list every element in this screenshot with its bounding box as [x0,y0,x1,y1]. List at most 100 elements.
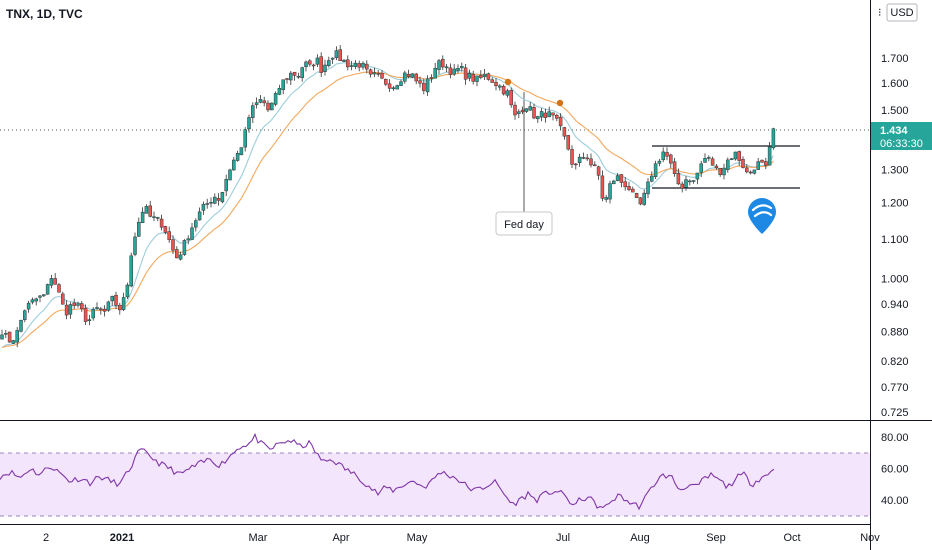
candle [357,60,361,72]
candle [277,84,282,96]
candle [346,55,350,71]
candle [741,156,745,169]
candle [574,163,578,170]
candle [486,72,491,81]
price-tick-label: 0.770 [881,382,909,394]
event-dot[interactable] [556,99,564,107]
candle [30,297,35,305]
candle [532,103,536,120]
candle [194,218,198,232]
price-tick-label: 0.940 [881,299,909,311]
candle [699,160,703,178]
candle [403,70,407,84]
time-tick-label: 2 [43,532,49,544]
rsi-tick-label: 60.00 [881,464,909,476]
candle [110,295,114,306]
price-axis[interactable]: 1.700 1.600 1.500 1.300 1.200 1.100 1.000 0.940… [881,53,909,419]
candle [703,153,707,163]
candle [596,165,601,180]
settings-indicator: ⁝ [878,7,882,19]
candle [376,70,380,77]
candle [45,283,50,295]
candle [608,180,612,204]
price-tick-label: 1.500 [881,105,909,117]
price-tick-label: 1.000 [881,273,909,285]
candles [0,45,776,348]
candle [517,109,521,119]
candle [251,102,255,123]
candle [448,63,453,79]
candle [627,181,631,192]
candle [254,97,259,109]
candle [745,164,749,174]
candle [467,69,472,82]
candle [543,108,548,123]
candle [106,300,111,312]
candle [509,87,513,108]
candle [349,61,354,71]
candle [672,157,677,177]
currency-label: USD [890,7,913,19]
candle [737,150,741,166]
rsi-axis: 80.00 60.00 40.00 [881,432,909,507]
candle [710,156,715,166]
candle [707,155,711,162]
candle [634,192,639,198]
candle [23,309,27,323]
candle [642,189,646,206]
candle [418,76,422,88]
candle [372,67,377,78]
candle [520,106,525,115]
candle [505,88,510,98]
candle [186,235,190,245]
candle [631,186,635,193]
price-tick-label: 1.200 [881,198,909,210]
candle [209,197,213,208]
candle [102,305,107,317]
candle [273,91,278,107]
candle [72,298,76,310]
location-marker-icon[interactable] [748,198,776,234]
candle [562,126,567,140]
candle [315,54,320,67]
candle [722,163,726,180]
ema-slow-line [1,71,774,349]
candle [760,159,764,163]
candle [258,95,263,104]
candle [767,141,772,166]
candle [585,154,589,161]
price-tick-label: 0.725 [881,407,909,419]
currency-badge[interactable]: USD [886,3,918,22]
candle [330,57,335,64]
time-axis[interactable]: 2 2021 Mar Apr May Jul Aug Sep Oct Nov [43,532,880,544]
time-tick-label: 2021 [110,532,134,544]
candle [482,69,487,80]
candle [361,61,365,70]
time-tick-label: Jul [556,532,570,544]
candle [281,79,285,95]
fed-day-label: Fed day [504,219,544,231]
event-dot[interactable] [504,78,512,86]
moving-averages [1,62,774,349]
candle [391,86,396,91]
candle [182,239,187,256]
candle [437,58,441,75]
candle [577,153,582,167]
candle [566,134,570,151]
candle [0,329,4,340]
candle [148,200,152,218]
candle [239,147,244,156]
price-tick-label: 1.700 [881,53,909,65]
fed-day-callout[interactable]: Fed day [495,211,553,236]
candle [691,180,696,184]
candle [15,327,19,348]
candle [425,75,430,96]
candle [729,158,734,161]
candle [118,302,122,315]
candle [133,232,137,257]
candle [53,273,57,285]
candle [327,56,331,68]
candle [68,302,73,319]
candle [159,214,164,231]
